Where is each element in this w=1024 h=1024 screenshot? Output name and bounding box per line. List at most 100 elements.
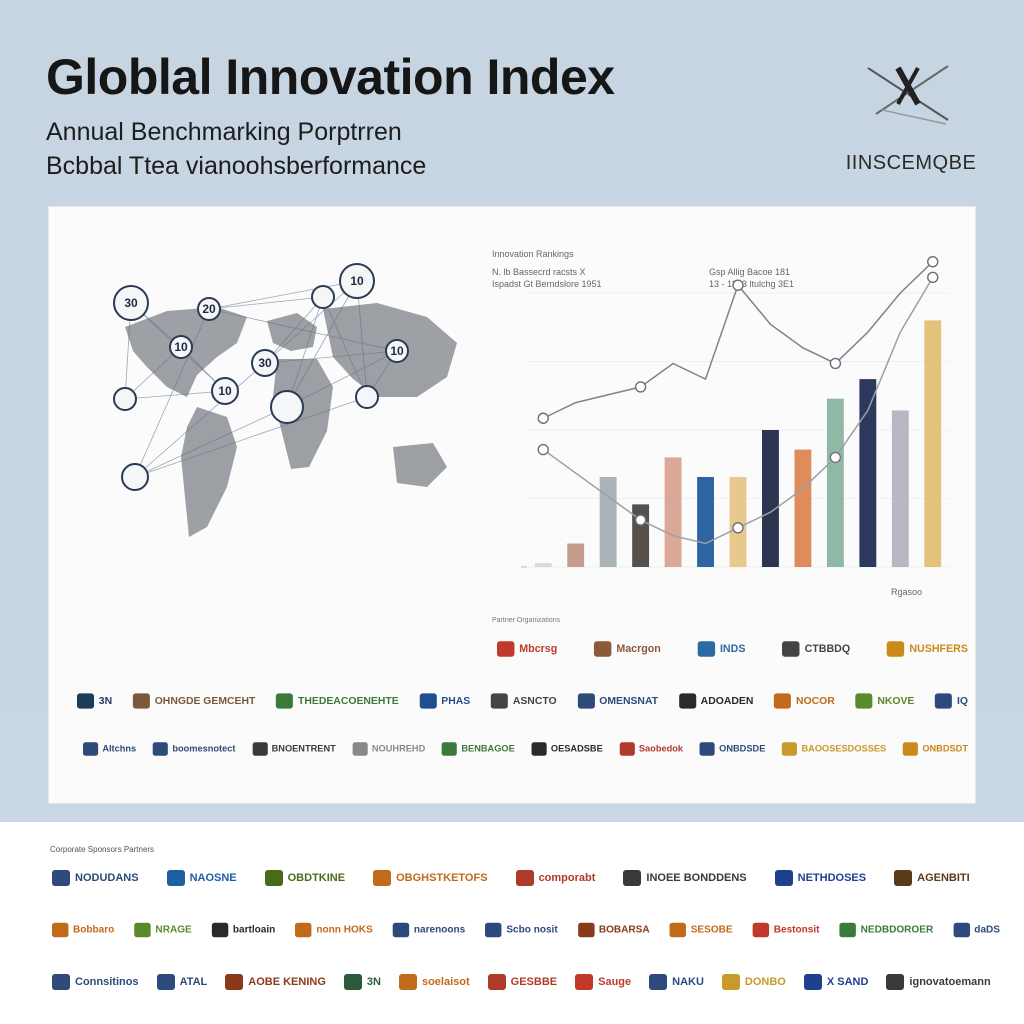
partner-logo: NODUDANS	[52, 870, 139, 886]
logo-label: Altchns	[102, 743, 137, 755]
logo-label: Bestonsit	[773, 924, 820, 936]
logo-mark-icon	[577, 922, 595, 938]
logo-mark-icon	[166, 870, 185, 886]
partner-logo: AGENBITI	[894, 870, 970, 886]
logo-label: X SAND	[826, 976, 869, 988]
page-subtitle-2: Bcbbal Ttea vianoohsberformance	[46, 152, 427, 180]
logo-label: GESBBE	[510, 976, 558, 988]
logo-mark-icon	[398, 974, 417, 990]
logo-mark-icon	[594, 641, 612, 657]
logo-label: ADOADEN	[700, 695, 754, 707]
partner-logo: OBDTKINE	[264, 870, 346, 886]
logo-mark-icon	[352, 742, 368, 756]
logo-row-1: Mbcrsg Macrgon INDS CTBBDQ NUSHFERS	[497, 641, 968, 657]
chart-header-title: Innovation Rankings	[492, 249, 574, 259]
logo-mark-icon	[774, 693, 792, 709]
logo-mark-icon	[52, 922, 69, 938]
logo-label: NKOVE	[877, 695, 915, 707]
chart-bar	[697, 476, 714, 567]
logo-mark-icon	[953, 922, 970, 938]
logo-label: comporabt	[538, 872, 596, 884]
chart-point	[732, 522, 744, 534]
partner-logo: NOCOR	[774, 693, 835, 709]
partner-logo: ONBDSDE	[699, 742, 765, 756]
logo-label: NEDBDOROER	[860, 924, 934, 936]
logo-mark-icon	[77, 693, 95, 709]
logo-label: Saobedok	[638, 743, 684, 755]
map-marker: 30	[113, 285, 149, 321]
chart-bar	[567, 543, 585, 567]
map-marker	[311, 285, 335, 309]
chart-bar	[729, 476, 747, 567]
logo-label: 3N	[98, 695, 113, 707]
logo-label: OBGHSTKETOFS	[396, 872, 488, 884]
partner-logo: soelaisot	[398, 974, 470, 990]
partner-logo: OBGHSTKETOFS	[373, 870, 488, 886]
map-marker: 10	[385, 339, 409, 363]
sponsor-row-1: NODUDANS NAOSNE OBDTKINE OBGHSTKETOFS compor…	[52, 870, 970, 886]
partner-logo: Scbo nosit	[485, 922, 558, 938]
map-marker	[270, 390, 304, 424]
logo-mark-icon	[577, 693, 595, 709]
logo-label: DONBO	[744, 976, 786, 988]
logo-mark-icon	[774, 870, 793, 886]
logo-label: BAOOSESDOSSES	[801, 743, 887, 755]
logo-mark-icon	[276, 693, 294, 709]
partner-logo: SESOBE	[669, 922, 733, 938]
chart-point	[634, 381, 647, 393]
logo-label: NAKU	[672, 976, 704, 988]
sponsor-row-2: Bobbaro NRAGE bartloain nonn HOKS narenoons S…	[52, 922, 1000, 938]
logo-mark-icon	[156, 974, 175, 990]
logo-label: narenoons	[413, 924, 466, 936]
chart-header-mid-2: 13 - 1353 ltulchg 3E1	[709, 279, 795, 289]
logo-mark-icon	[295, 922, 312, 938]
partner-logo: INDS	[697, 641, 746, 657]
map-marker-label: 20	[202, 302, 216, 316]
logo-mark-icon	[699, 742, 715, 756]
partner-logo: ADOADEN	[678, 693, 754, 709]
logo-label: NODUDANS	[75, 872, 139, 884]
chart-bar	[826, 398, 844, 567]
logo-label: AGENBITI	[917, 872, 970, 884]
logo-label: Mbcrsg	[519, 643, 558, 655]
map-marker: 30	[251, 349, 279, 377]
chart-point	[829, 357, 842, 370]
chart-bar	[599, 476, 617, 567]
chart-bar	[534, 563, 552, 567]
logo-mark-icon	[935, 693, 953, 709]
logo-label: 3N	[366, 976, 381, 988]
map-marker: 10	[169, 335, 193, 359]
chart-point	[634, 514, 647, 526]
partner-logo: BAOOSESDOSSES	[782, 742, 887, 756]
sponsors-caption: Corporate Sponsors Partners	[50, 845, 155, 854]
logo-label: OBDTKINE	[287, 872, 346, 884]
partner-logo: BOBARSA	[577, 922, 650, 938]
map-marker: 10	[339, 263, 375, 299]
logo-label: THEDEACOENEHTE	[297, 695, 399, 707]
partners-caption: Partner Organizations	[492, 617, 561, 624]
logo-mark-icon	[153, 742, 169, 756]
logo-mark-icon	[575, 974, 594, 990]
logo-label: BENBAGOE	[461, 743, 515, 755]
logo-mark-icon	[392, 922, 410, 938]
chart-bar	[762, 430, 779, 567]
bar-line-chart	[487, 243, 957, 603]
map-marker	[355, 385, 379, 409]
logo-mark-icon	[855, 693, 873, 709]
map-marker: 10	[211, 377, 239, 405]
logo-mark-icon	[782, 742, 798, 756]
partner-logo: Bobbaro	[52, 922, 114, 938]
crossed-lines-icon	[862, 60, 954, 132]
logo-label: INDS	[719, 643, 746, 655]
logo-label: ignovatoemann	[909, 976, 991, 988]
page-title: Globlal Innovation Index	[46, 49, 615, 105]
partner-logo: ignovatoemann	[886, 974, 991, 990]
logo-label: Connsitinos	[75, 976, 139, 988]
logo-mark-icon	[491, 693, 509, 709]
logo-label: Sauge	[598, 976, 632, 988]
partner-logo: NOUHREHD	[352, 742, 425, 756]
partner-logo: ASNCTO	[491, 693, 557, 709]
logo-label: ATAL	[179, 976, 208, 988]
chart-bar	[859, 379, 877, 567]
partner-logo: X SAND	[803, 974, 869, 990]
